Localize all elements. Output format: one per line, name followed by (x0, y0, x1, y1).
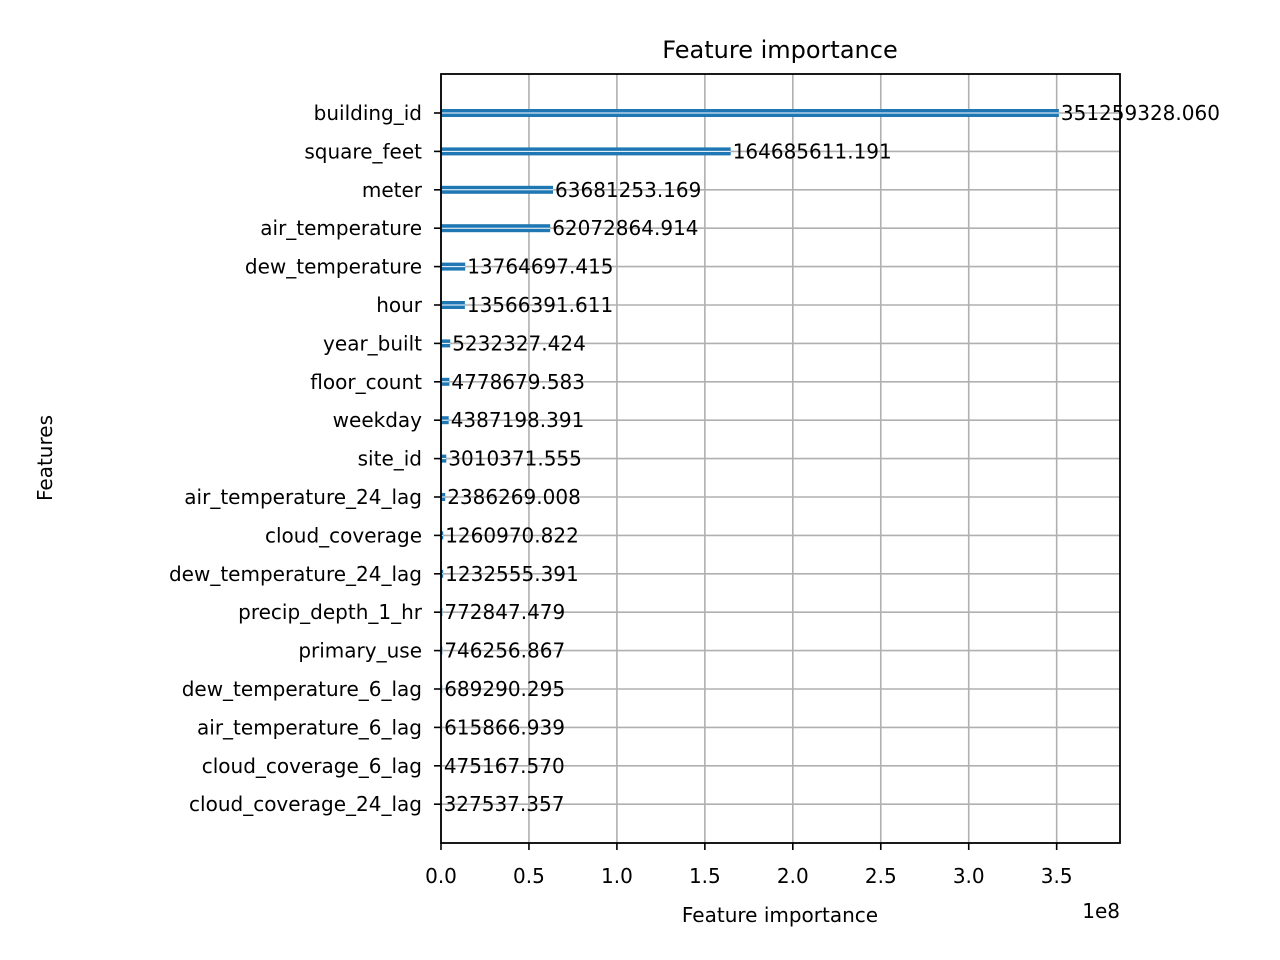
value-label: 13764697.415 (467, 255, 613, 279)
category-label: air_temperature_6_lag (197, 715, 422, 739)
x-tick-label: 1.0 (601, 864, 633, 888)
category-label: cloud_coverage_24_lag (189, 792, 422, 816)
x-tick-label: 2.0 (777, 864, 809, 888)
grid-layer (440, 74, 1120, 843)
value-label: 3010371.555 (448, 447, 582, 471)
x-tick-label: 0.5 (513, 864, 545, 888)
value-label: 327537.357 (444, 792, 565, 816)
category-label: meter (362, 178, 423, 202)
category-label: air_temperature (260, 216, 422, 240)
category-label: building_id (314, 101, 422, 125)
value-label: 475167.570 (444, 754, 565, 778)
category-label: cloud_coverage (265, 523, 422, 547)
value-label: 746256.867 (444, 639, 565, 663)
category-label: hour (376, 293, 423, 317)
value-label: 164685611.191 (733, 139, 892, 163)
category-label: floor_count (310, 370, 422, 394)
x-tick-label: 3.0 (953, 864, 985, 888)
value-label: 63681253.169 (555, 178, 701, 202)
value-label: 4387198.391 (451, 408, 585, 432)
category-label: dew_temperature_6_lag (182, 677, 422, 701)
value-label: 62072864.914 (552, 216, 698, 240)
category-label: air_temperature_24_lag (184, 485, 422, 509)
category-label: square_feet (304, 139, 422, 163)
category-label: weekday (333, 408, 423, 432)
x-axis-label: Feature importance (682, 903, 878, 927)
value-label: 1232555.391 (445, 562, 579, 586)
x-tick-label: 2.5 (865, 864, 897, 888)
category-label: dew_temperature (245, 255, 422, 279)
category-label: precip_depth_1_hr (238, 600, 423, 624)
value-label: 351259328.060 (1061, 101, 1220, 125)
x-tick-label: 3.5 (1041, 864, 1073, 888)
category-label: year_built (323, 331, 422, 355)
value-label: 2386269.008 (447, 485, 581, 509)
value-label-layer: 351259328.060 164685611.191 63681253.169 62… (444, 101, 1220, 816)
category-label: dew_temperature_24_lag (169, 562, 422, 586)
y-axis-label: Features (33, 415, 57, 501)
value-label: 5232327.424 (452, 331, 586, 355)
category-label: site_id (358, 447, 422, 471)
category-label: primary_use (298, 639, 422, 663)
value-label: 1260970.822 (445, 523, 579, 547)
value-label: 4778679.583 (451, 370, 585, 394)
bar-layer (441, 109, 1059, 809)
value-label: 13566391.611 (467, 293, 613, 317)
x-tick-label: 1.5 (689, 864, 721, 888)
tick-layer: 0.0 0.5 1.0 1.5 2.0 2.5 3.0 3.5 building_idsquar… (169, 101, 1073, 888)
value-label: 689290.295 (444, 677, 565, 701)
chart-title: Feature importance (662, 36, 897, 64)
x-axis-offset-label: 1e8 (1082, 899, 1120, 923)
value-label: 772847.479 (444, 600, 565, 624)
value-label: 615866.939 (444, 715, 565, 739)
category-label: cloud_coverage_6_lag (202, 754, 422, 778)
x-tick-label: 0.0 (425, 864, 457, 888)
